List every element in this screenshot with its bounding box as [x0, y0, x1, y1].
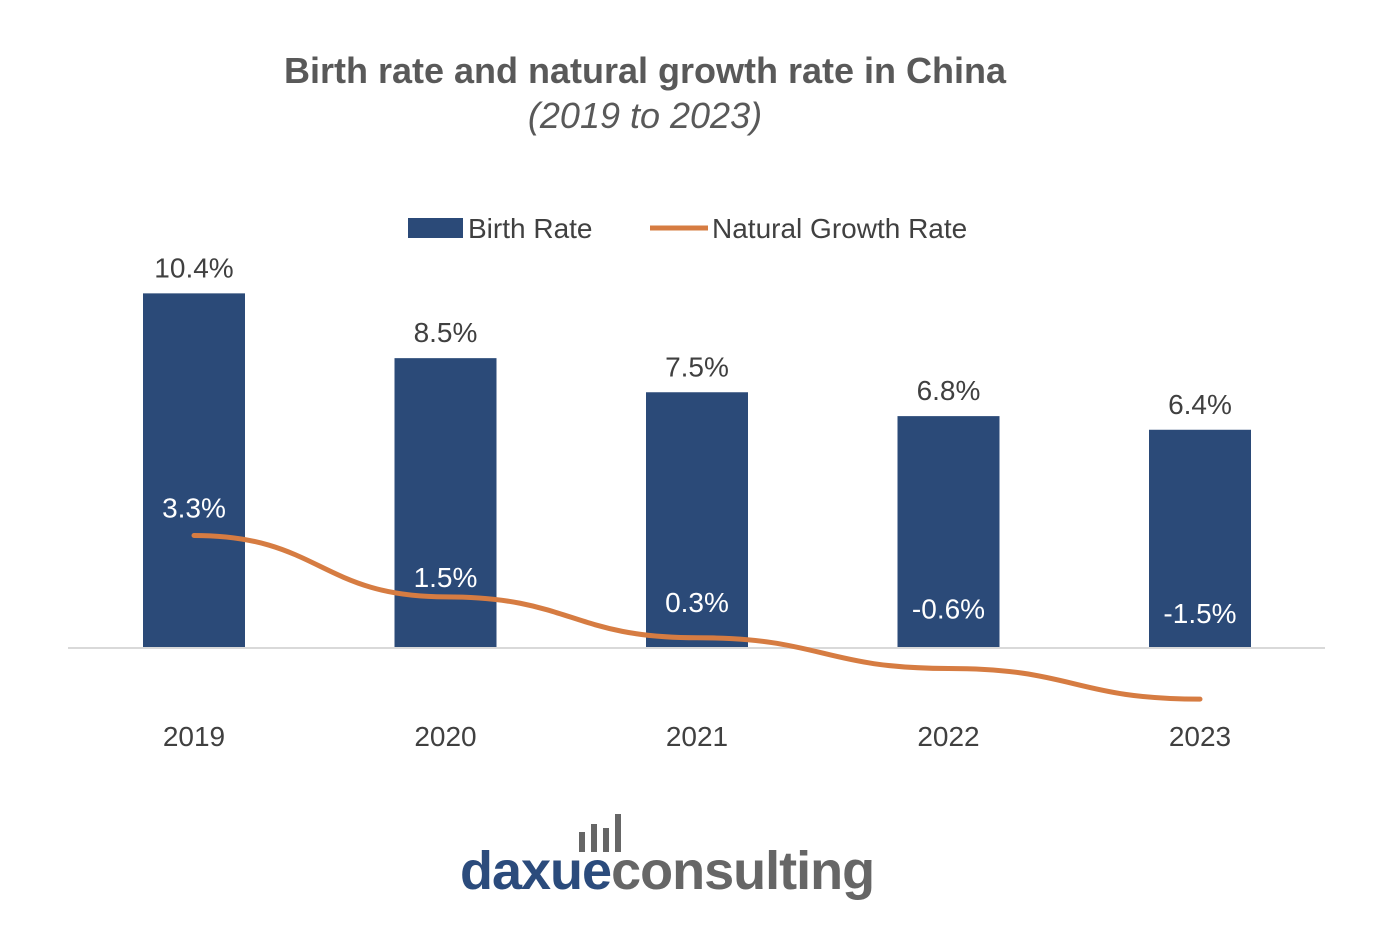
x-tick-label-2019: 2019	[163, 721, 225, 752]
bar-label-birth-rate-2019: 10.4%	[154, 252, 233, 283]
line-label-natural-growth-rate-2022: -0.6%	[912, 593, 985, 624]
legend-swatch-birth-rate	[408, 218, 463, 238]
x-tick-label-2023: 2023	[1169, 721, 1231, 752]
legend-label-natural-growth-rate: Natural Growth Rate	[712, 213, 967, 244]
logo-text-consulting: consulting	[611, 841, 875, 901]
line-label-natural-growth-rate-2019: 3.3%	[162, 492, 226, 523]
chart-title: Birth rate and natural growth rate in Ch…	[283, 50, 1007, 91]
daxue-consulting-logo: daxueconsulting	[460, 812, 875, 902]
x-tick-label-2020: 2020	[414, 721, 476, 752]
bar-birth-rate-2022	[897, 416, 1000, 648]
logo-text-daxue: daxue	[460, 841, 612, 901]
x-tick-label-2021: 2021	[666, 721, 728, 752]
bar-birth-rate-2021	[646, 392, 748, 648]
x-tick-label-2022: 2022	[917, 721, 979, 752]
line-label-natural-growth-rate-2023: -1.5%	[1163, 598, 1236, 629]
bar-birth-rate-2023	[1149, 429, 1251, 648]
legend-label-birth-rate: Birth Rate	[468, 213, 593, 244]
bar-chart-logo-icon	[579, 814, 621, 852]
line-label-natural-growth-rate-2020: 1.5%	[414, 562, 478, 593]
bar-birth-rate-2020	[394, 358, 497, 648]
bar-label-birth-rate-2020: 8.5%	[414, 317, 478, 348]
line-label-natural-growth-rate-2021: 0.3%	[665, 587, 729, 618]
bar-label-birth-rate-2022: 6.8%	[917, 375, 981, 406]
chart-subtitle: (2019 to 2023)	[527, 95, 763, 136]
bar-label-birth-rate-2021: 7.5%	[665, 351, 729, 382]
combo-chart: Birth Rate Natural Growth Rate 10.4% 8.5%…	[68, 213, 1325, 752]
legend: Birth Rate Natural Growth Rate	[408, 213, 967, 244]
bar-label-birth-rate-2023: 6.4%	[1168, 389, 1232, 420]
line-natural-growth-rate	[191, 532, 1203, 702]
logo-wordmark: daxueconsulting	[460, 840, 875, 902]
bar-birth-rate-2019	[143, 293, 245, 648]
